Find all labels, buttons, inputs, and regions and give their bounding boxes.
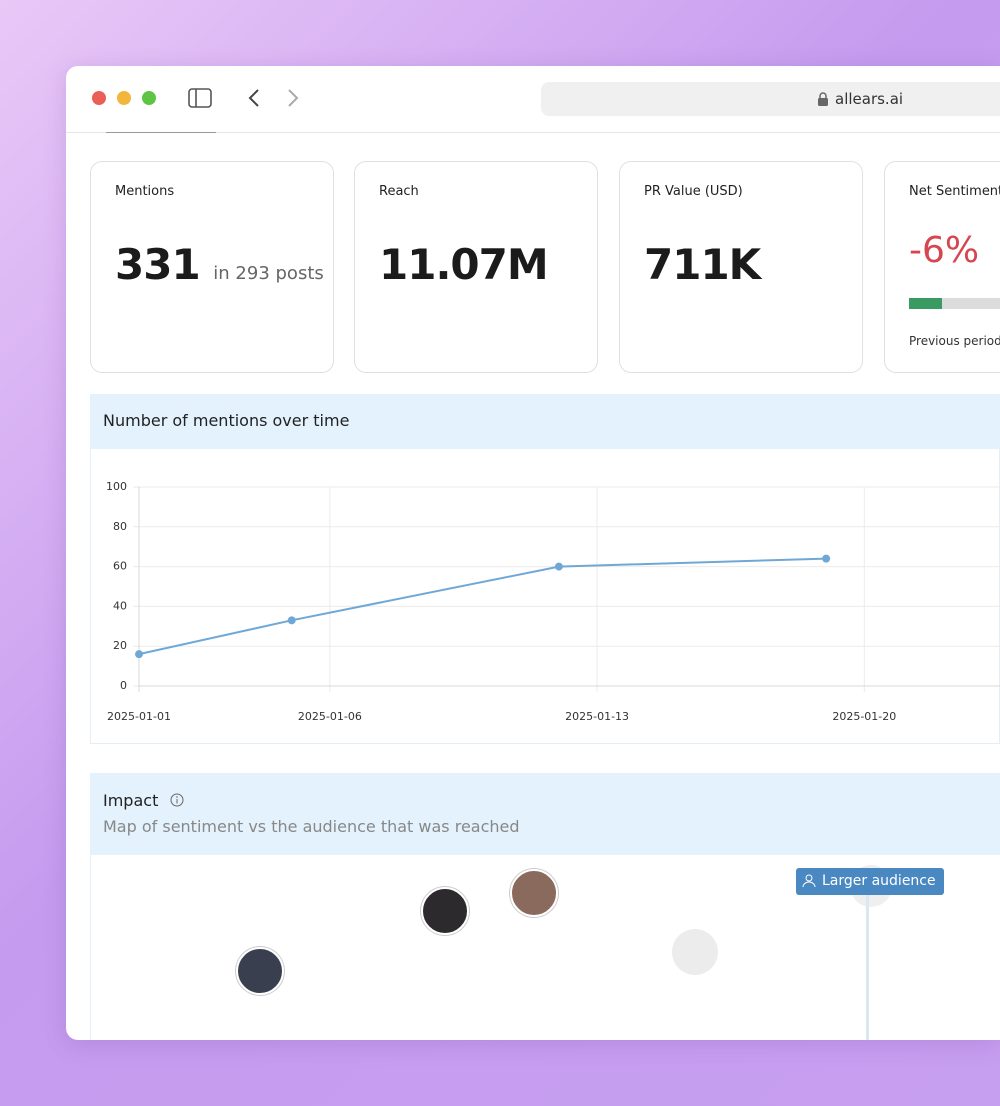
- chart-panel: 0 20 40 60 80 100 2025-01-01 2025-01-06 2025-01-…: [90, 449, 1000, 744]
- chart-title: Number of mentions over time: [103, 411, 350, 430]
- audience-badge: Larger audience: [796, 868, 944, 895]
- sentiment-bar-fill: [909, 298, 942, 309]
- metric-value: 711K: [644, 240, 761, 289]
- metric-card: Net Sentiment -6% Previous period: [884, 161, 1000, 373]
- y-tick-label: 60: [113, 560, 127, 573]
- metric-number: 331: [115, 240, 201, 289]
- post-avatar[interactable]: [510, 869, 558, 917]
- post-avatar[interactable]: [421, 887, 469, 935]
- metric-value: 11.07M: [379, 240, 549, 289]
- x-tick-label: 2025-01-13: [565, 710, 629, 723]
- y-tick-label: 0: [120, 679, 127, 692]
- audience-icon: [802, 874, 816, 888]
- x-tick-label: 2025-01-01: [107, 710, 171, 723]
- x-tick-label: 2025-01-06: [298, 710, 362, 723]
- metric-label: PR Value (USD): [644, 184, 743, 199]
- audience-line: [866, 895, 869, 1040]
- metric-label: Net Sentiment: [909, 184, 1000, 199]
- metric-value: 331 in 293 posts: [115, 240, 324, 289]
- metric-card: Mentions 331 in 293 posts: [90, 161, 334, 373]
- data-point: [822, 554, 831, 563]
- data-point: [287, 616, 296, 625]
- y-tick-label: 20: [113, 639, 127, 652]
- line-chart: 0 20 40 60 80 100 2025-01-01 2025-01-06 2025-01-…: [106, 480, 1000, 723]
- sentiment-bar: [909, 298, 1000, 309]
- metric-note: Previous period: [909, 334, 1000, 348]
- post-placeholder[interactable]: [672, 929, 718, 975]
- zoom-button[interactable]: [142, 91, 156, 105]
- minimize-button[interactable]: [117, 91, 131, 105]
- y-tick-label: 100: [106, 480, 127, 493]
- browser-window: allears.ai Mentions 331 in 293 posts Rea…: [66, 66, 1000, 1040]
- metric-label: Mentions: [115, 184, 175, 199]
- data-point: [135, 650, 143, 659]
- data-point: [554, 562, 563, 571]
- metric-value: -6%: [909, 230, 980, 271]
- url-text: allears.ai: [835, 90, 904, 108]
- lock-icon: [818, 92, 828, 106]
- data-line: [138, 557, 827, 656]
- metric-label: Reach: [379, 184, 419, 199]
- y-tick-label: 80: [113, 520, 127, 533]
- toolbar-divider: [66, 132, 1000, 133]
- post-avatar[interactable]: [236, 947, 284, 995]
- url-bar[interactable]: allears.ai: [541, 82, 1000, 116]
- tab-stub: [106, 132, 216, 133]
- metric-card: Reach 11.07M: [354, 161, 598, 373]
- impact-subtitle: Map of sentiment vs the audience that wa…: [103, 817, 520, 836]
- impact-header: Impact Map of sentiment vs the audience …: [90, 773, 1000, 855]
- close-button[interactable]: [92, 91, 106, 105]
- chart-header: Number of mentions over time: [90, 394, 1000, 449]
- metric-note: in 293 posts: [213, 263, 324, 284]
- info-icon[interactable]: [170, 793, 184, 807]
- x-tick-label: 2025-01-20: [832, 710, 896, 723]
- y-tick-label: 40: [113, 599, 127, 612]
- impact-map: Larger audience: [90, 855, 1000, 1040]
- metric-card: PR Value (USD) 711K: [619, 161, 863, 373]
- impact-title: Impact: [103, 791, 159, 810]
- toolbar-icons[interactable]: [186, 86, 326, 112]
